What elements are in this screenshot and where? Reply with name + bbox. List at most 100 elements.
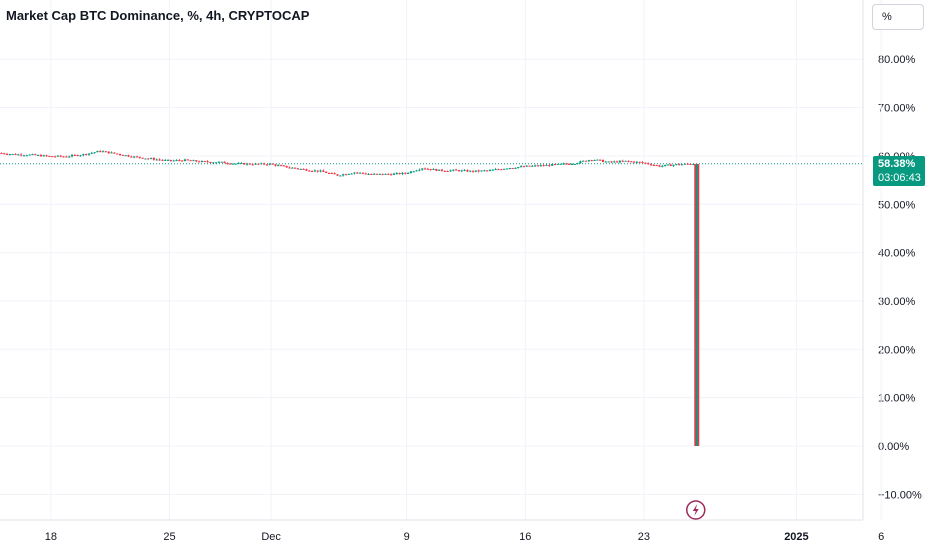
candle-body [240, 163, 243, 165]
candle-body [615, 161, 619, 163]
candle-body [607, 161, 610, 163]
candle-body [299, 168, 302, 170]
candle-body [570, 164, 574, 166]
candle-body [567, 163, 571, 165]
candle-body [477, 170, 480, 172]
candle-body [649, 164, 653, 166]
candle-body [262, 163, 266, 165]
candle-body [421, 168, 424, 170]
lightning-icon[interactable] [686, 500, 706, 520]
candle-body [494, 169, 497, 171]
candle-body [565, 163, 568, 165]
candle-body [28, 154, 31, 156]
candle-body [438, 169, 441, 171]
candle-body [48, 155, 51, 157]
candle-body [237, 163, 240, 165]
candle-body [271, 163, 274, 165]
candle-body [407, 172, 410, 174]
candle-body [480, 170, 483, 172]
candle-body [285, 165, 288, 168]
candle-body [45, 155, 48, 157]
candle-body [226, 163, 229, 165]
candle-body [435, 168, 438, 171]
y-tick-label: 40.00% [878, 248, 916, 260]
spike-candle-core [695, 164, 698, 446]
candle-body [373, 173, 376, 175]
candle-body [169, 159, 172, 161]
candle-body [291, 167, 294, 169]
candle-body [500, 169, 503, 171]
candle-body [104, 151, 108, 153]
candle-body [398, 173, 401, 175]
candle-body [175, 160, 178, 162]
candle-body [590, 160, 593, 162]
candle-body [68, 156, 71, 158]
candle-body [375, 173, 379, 175]
candle-body [186, 159, 189, 161]
candle-body [412, 171, 415, 173]
candle-body [579, 161, 582, 164]
candle-body [327, 172, 331, 174]
candle-body [257, 163, 260, 165]
candle-body [361, 172, 365, 174]
candle-body [90, 152, 93, 154]
candle-body [415, 170, 418, 172]
candle-body [183, 159, 187, 162]
x-tick-label: 16 [519, 531, 531, 543]
candle-body [370, 174, 373, 176]
candle-body [432, 168, 435, 170]
candle-body [260, 163, 263, 165]
candle-body [251, 164, 254, 166]
candle-body [265, 164, 268, 166]
candle-body [214, 162, 218, 164]
candle-body [559, 163, 562, 165]
x-tick-label: 23 [638, 531, 650, 543]
candle-body [325, 171, 328, 173]
candle-body [229, 163, 232, 165]
candle-body [401, 172, 404, 175]
candle-body [358, 172, 362, 174]
candle-body [212, 162, 215, 164]
candle-body [130, 156, 133, 158]
candle-body [25, 155, 28, 157]
candle-body [469, 170, 472, 172]
candle-body [613, 161, 616, 163]
candle-body [381, 173, 384, 175]
candle-body [333, 173, 336, 175]
candle-body [121, 154, 124, 156]
y-tick-label: 50.00% [878, 199, 916, 211]
candle-body [508, 168, 511, 170]
candle-body [641, 162, 644, 164]
candle-body [322, 170, 325, 172]
candle-body [551, 164, 554, 166]
candle-body [395, 173, 398, 175]
candle-body [82, 154, 85, 156]
candle-body [449, 170, 452, 172]
candle-body [73, 154, 76, 156]
candle-body [678, 164, 681, 166]
candle-body [675, 164, 678, 166]
candle-body [503, 168, 506, 170]
candle-body [455, 169, 458, 171]
candle-body [483, 170, 486, 172]
candle-body [339, 175, 342, 177]
candle-body [661, 165, 664, 167]
candle-body [426, 168, 429, 170]
candle-body [528, 165, 531, 167]
candle-body [107, 151, 110, 154]
candle-body [209, 162, 212, 164]
x-tick-label: 18 [45, 531, 57, 543]
unit-button[interactable]: % [872, 4, 924, 30]
candle-body [155, 159, 158, 161]
candle-body [164, 159, 167, 161]
candle-body [319, 170, 322, 172]
candle-body [5, 153, 9, 155]
candle-body [79, 155, 82, 157]
candle-body [531, 165, 534, 167]
candle-body [610, 161, 613, 163]
x-tick-label: 2025 [784, 531, 808, 543]
candle-body [305, 169, 308, 171]
candle-body [601, 159, 605, 162]
